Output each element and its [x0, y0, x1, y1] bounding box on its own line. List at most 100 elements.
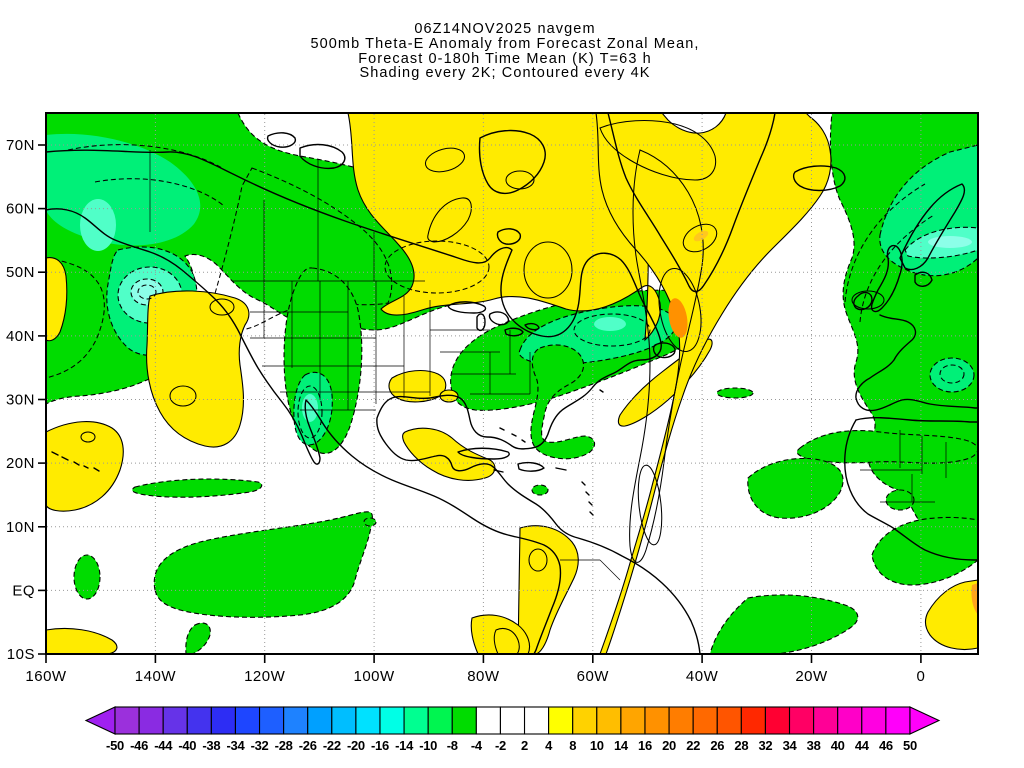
colorbar-cell [764, 706, 791, 735]
region-white-hudson-hole [523, 241, 573, 299]
axis-ticks [38, 144, 922, 663]
coastline-north-america-east [45, 149, 701, 655]
contour-dashed-europe-2 [859, 214, 935, 323]
colorbar-label: 32 [758, 738, 772, 753]
coastline-lake-huron [488, 311, 510, 326]
region-negative-bermuda-hook [530, 344, 596, 460]
colorbar-label: -46 [130, 738, 148, 753]
y-axis-label: 40N [6, 328, 35, 345]
x-axis-label: 80W [467, 668, 500, 685]
colorbar-cell [403, 706, 429, 735]
region-bering-aqua-patch [80, 199, 116, 251]
shaded-regions [45, 112, 979, 655]
colorbar-label: 22 [686, 738, 700, 753]
border-south-america [560, 559, 621, 581]
colorbar-label: -44 [154, 738, 173, 753]
x-axis-label: 20W [795, 668, 828, 685]
colorbar-cell [475, 706, 501, 735]
colorbar-cell [548, 706, 574, 735]
region-negative-guinea-spot [885, 489, 915, 511]
coastline-lake-ontario [524, 322, 540, 331]
coastline-newfoundland [652, 342, 676, 359]
colorbar-label: -38 [202, 738, 220, 753]
region-white-california-hole [169, 385, 197, 407]
region-baja-aqua-core [302, 394, 318, 422]
colorbar-cell [114, 706, 140, 735]
coastline-iceland [792, 165, 846, 192]
colorbar-label: 46 [879, 738, 893, 753]
colorbar-cell [427, 706, 453, 735]
y-axis-label: 60N [6, 201, 35, 218]
coastline-ireland [853, 291, 873, 311]
y-axis-label: 20N [6, 455, 35, 472]
colorbar-cell [162, 706, 188, 735]
x-axis-label: 60W [577, 668, 610, 685]
figure-title-block: 06Z14NOV2025 navgem 500mb Theta-E Anomaly… [0, 22, 1010, 81]
colorbar-left-arrow [84, 706, 116, 735]
region-positive-gabon [925, 579, 979, 651]
x-axis-label: 40W [686, 668, 719, 685]
colorbar-legend: -50 -46 -44 -40 -38 -34 -32 -28 -26 -22 -20 -16 -14-… [84, 706, 941, 753]
colorbar-label: -22 [323, 738, 341, 753]
x-axis-label: 0 [916, 668, 925, 685]
region-white-hawaii-hole [80, 431, 96, 443]
x-axis-labels: 160W 140W 120W 100W 80W 60W 40W 20W 0 [25, 668, 925, 685]
coastline-hispaniola [517, 461, 545, 472]
colorbar-label: 2 [521, 738, 528, 753]
coastline-baltic [914, 271, 933, 287]
colorbar-label: -40 [178, 738, 196, 753]
colorbar-cell [668, 706, 694, 735]
title-run-line: 06Z14NOV2025 navgem [414, 21, 596, 37]
coastline-jamaica [493, 469, 504, 473]
colorbar-cell [740, 706, 766, 735]
colorbar-label: -8 [447, 738, 458, 753]
y-axis-labels: 70N 60N 50N 40N 30N 20N 10N EQ 10S [6, 137, 35, 663]
coastline-puerto-rico [555, 467, 567, 471]
colorbar-label: 40 [831, 738, 845, 753]
x-axis-label: 120W [244, 668, 286, 685]
colorbar-label: 10 [590, 738, 604, 753]
y-axis-label: 70N [6, 137, 35, 154]
region-negative-nigeria [871, 516, 979, 586]
colorbar-label: -10 [419, 738, 437, 753]
region-orange-gabon-sliver [971, 583, 978, 615]
region-orange-swath-south [637, 464, 663, 546]
coastline-lake-erie [504, 327, 524, 337]
colorbar-label: -32 [251, 738, 269, 753]
colorbar-label: -50 [106, 738, 124, 753]
colorbar-cell [234, 706, 261, 735]
coastline-lesser-antilles [581, 481, 594, 516]
coastline-hawaii-chain [51, 451, 100, 472]
region-algeria-spring-spot [929, 357, 975, 393]
x-axis-label: 160W [25, 668, 67, 685]
colorbar-label: -34 [227, 738, 246, 753]
colorbar-label: -14 [395, 738, 414, 753]
coastline-greenland [607, 112, 776, 293]
region-white-biscay-hole [851, 290, 885, 310]
colorbar-cell [379, 706, 405, 735]
region-positive-greenland-atlantic-swath [595, 112, 832, 655]
region-gold-swath-band [629, 149, 704, 563]
coastline-africa-west [844, 419, 979, 561]
colorbar-label: 4 [545, 738, 553, 753]
region-negative-sahel-band [796, 430, 979, 464]
region-orange-atlantic-core [658, 267, 702, 353]
map-frame [45, 112, 979, 655]
region-white-arctic-hole-1 [424, 147, 466, 173]
colorbar-cell [813, 706, 839, 735]
colorbar-label: -26 [299, 738, 317, 753]
contour-dashed-arc-nw-2 [94, 178, 225, 207]
y-axis-label: 50N [6, 264, 35, 281]
coastline-north-america-west [45, 208, 562, 655]
coastline-europe-atlantic [855, 314, 979, 412]
coastline-southampton [496, 228, 522, 245]
coastline-cuba [457, 447, 510, 460]
colorbar-cell [837, 706, 863, 735]
colorbar-cell [885, 706, 911, 735]
coastline-bahamas [499, 427, 526, 443]
colorbar-cell [499, 706, 526, 735]
colorbar-right-arrow [909, 706, 941, 735]
colorbar-cell [572, 706, 598, 735]
